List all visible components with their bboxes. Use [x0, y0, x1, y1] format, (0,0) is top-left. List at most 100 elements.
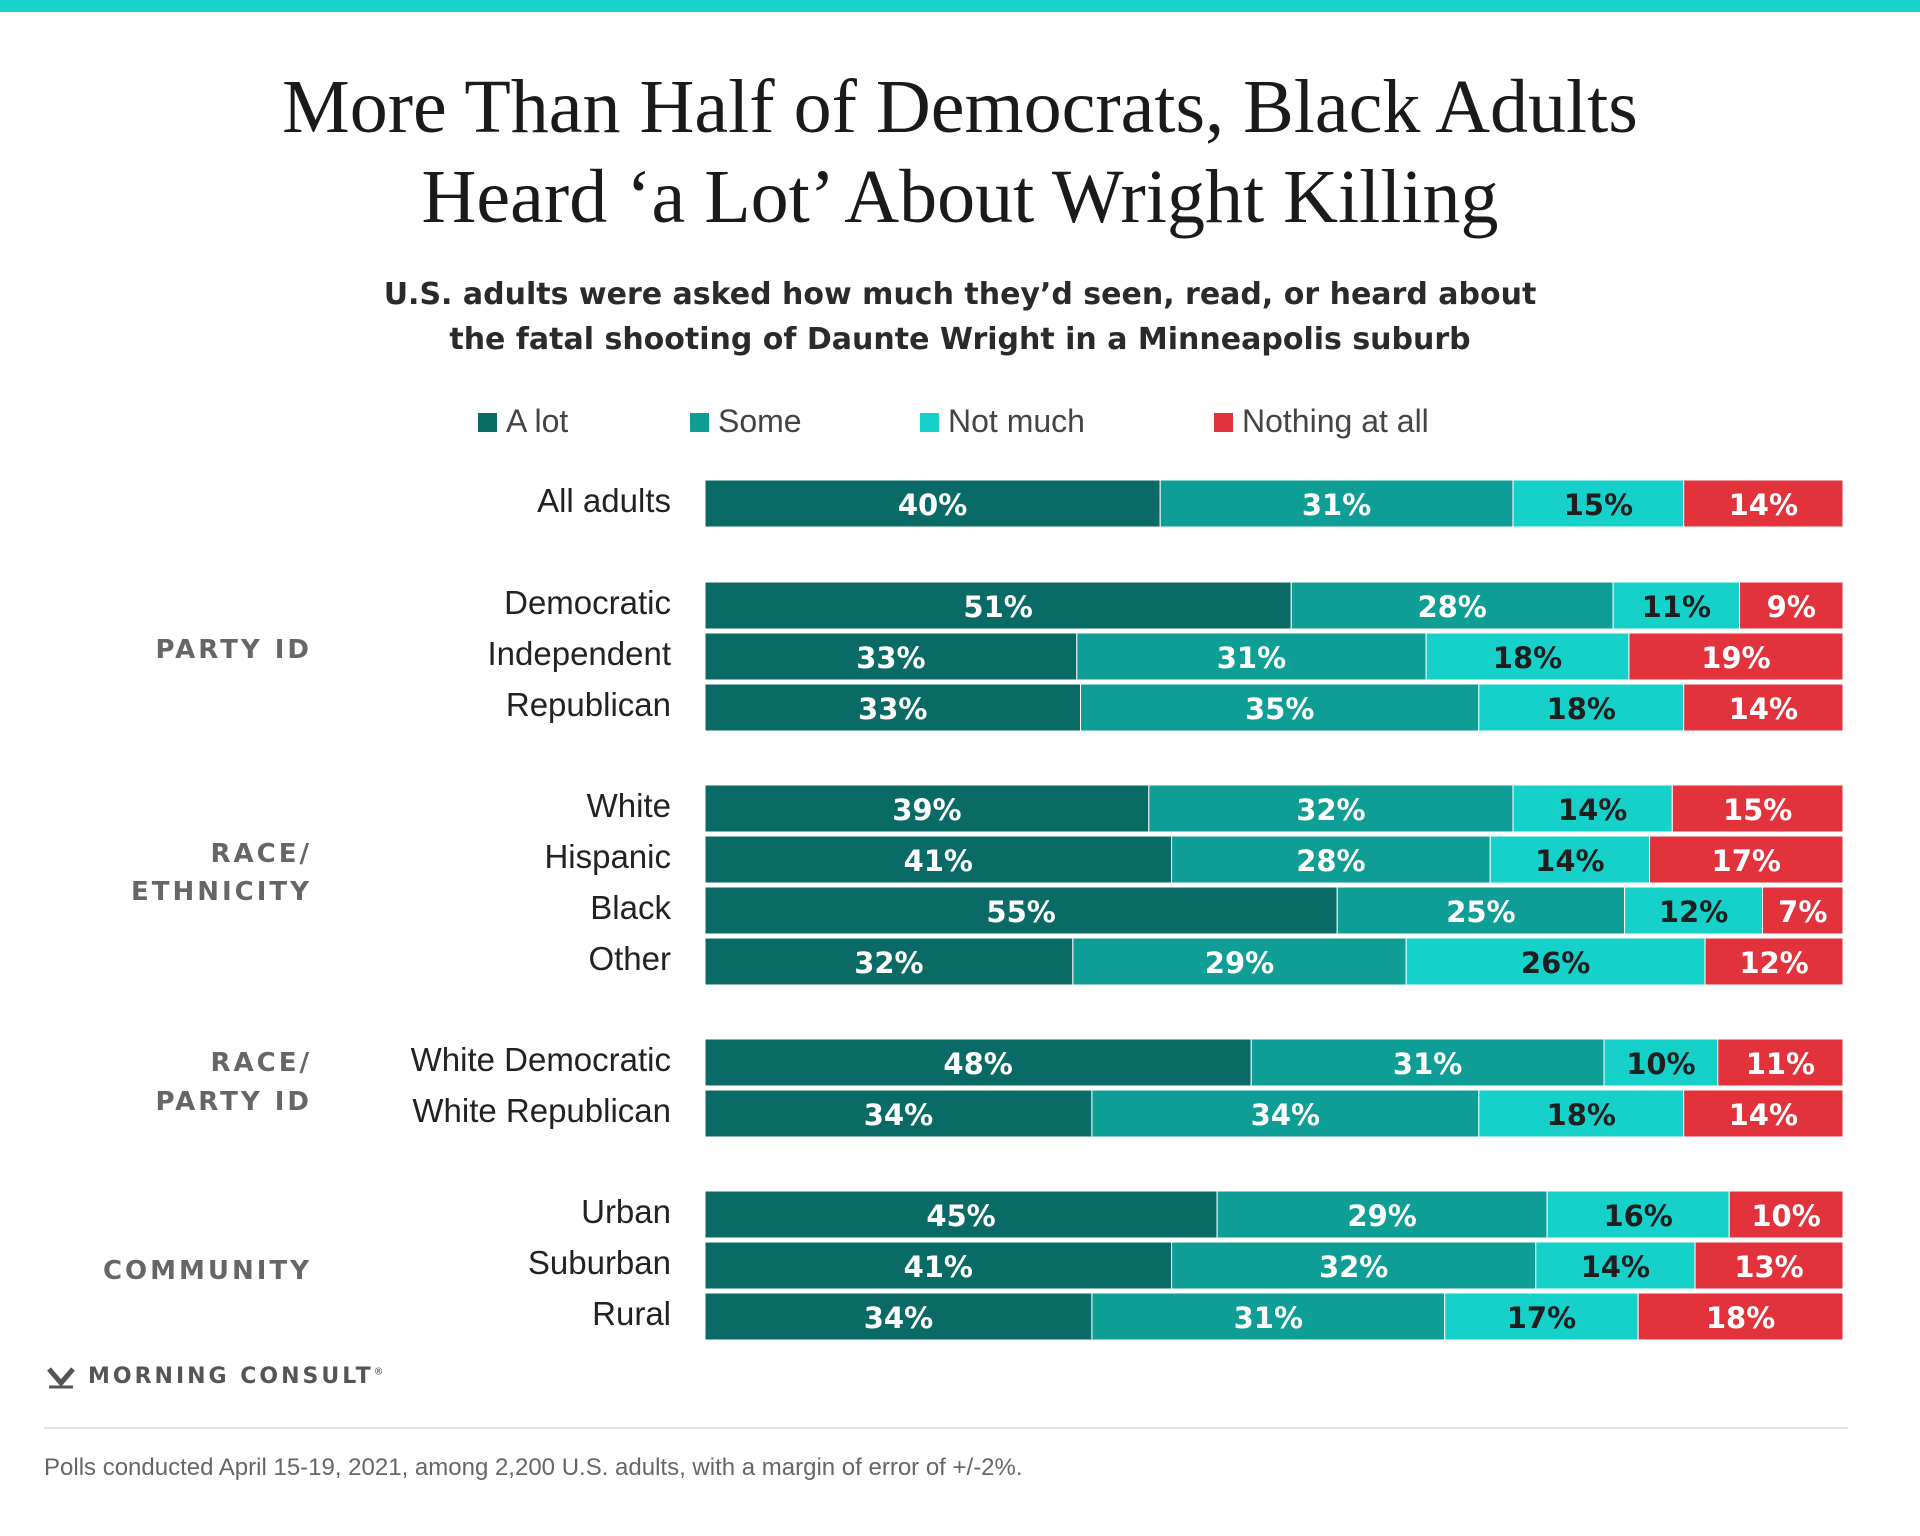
morning-consult-logo: MORNING CONSULT® [46, 1364, 387, 1389]
chart-title: More Than Half of Democrats, Black Adult… [0, 62, 1920, 242]
data-label-hispanic-nothing-at-all: 17% [1712, 844, 1781, 878]
data-label-white-democratic-a-lot: 48% [943, 1047, 1012, 1081]
data-label-urban-a-lot: 45% [926, 1199, 995, 1233]
data-label-black-a-lot: 55% [986, 895, 1055, 929]
bar-segment-black-not-much [1624, 886, 1764, 935]
data-label-white-democratic-some: 31% [1393, 1047, 1462, 1081]
chart-subtitle-line-1: U.S. adults were asked how much they’d s… [383, 277, 1537, 312]
bar-segment-democratic-nothing-at-all [1739, 581, 1844, 630]
data-label-black-some: 25% [1446, 895, 1515, 929]
data-label-democratic-nothing-at-all: 9% [1767, 590, 1816, 624]
chart-subtitle-line-2: the fatal shooting of Daunte Wright in a… [449, 322, 1471, 357]
bar-segment-rural-a-lot [704, 1292, 1093, 1341]
bar-segment-all-adults-nothing-at-all [1683, 479, 1844, 528]
morning-consult-m-logo-icon [47, 1366, 75, 1388]
data-label-independent-not-much: 18% [1493, 641, 1562, 675]
data-label-black-not-much: 12% [1659, 895, 1728, 929]
bar-segment-white-a-lot [704, 784, 1150, 833]
bar-segment-republican-not-much [1478, 683, 1685, 732]
data-label-rural-some: 31% [1234, 1301, 1303, 1335]
stacked-bar-chart: A lot Some Not much Nothing at all All adult… [103, 403, 1844, 1341]
category-label-urban: Urban [581, 1193, 671, 1230]
data-label-republican-some: 35% [1245, 692, 1314, 726]
bar-segment-hispanic-not-much [1489, 835, 1651, 884]
data-label-republican-a-lot: 33% [858, 692, 927, 726]
category-label-suburban: Suburban [528, 1244, 671, 1281]
group-label-community: COMMUNITY [103, 1256, 312, 1286]
category-label-black: Black [590, 889, 671, 926]
data-label-suburban-not-much: 14% [1581, 1250, 1650, 1284]
data-label-hispanic-a-lot: 41% [904, 844, 973, 878]
data-label-all-adults-some: 31% [1302, 488, 1371, 522]
legend-swatch-some [690, 413, 709, 432]
data-label-all-adults-a-lot: 40% [898, 488, 967, 522]
bar-segment-suburban-a-lot [704, 1241, 1173, 1290]
bar-segment-black-nothing-at-all [1762, 886, 1844, 935]
data-label-white-republican-some: 34% [1251, 1098, 1320, 1132]
bar-segment-white-democratic-a-lot [704, 1038, 1252, 1087]
data-label-urban-not-much: 16% [1603, 1199, 1672, 1233]
group-label-race-ethnicity-line-1: RACE/ [211, 839, 312, 869]
brand-name: MORNING CONSULT® [88, 1364, 387, 1389]
category-label-independent: Independent [487, 635, 671, 672]
data-label-independent-nothing-at-all: 19% [1701, 641, 1770, 675]
data-label-white-not-much: 14% [1558, 793, 1627, 827]
bar-segment-white-nothing-at-all [1671, 784, 1844, 833]
data-label-other-a-lot: 32% [854, 946, 923, 980]
bar-segment-hispanic-nothing-at-all [1649, 835, 1844, 884]
data-label-suburban-some: 32% [1319, 1250, 1388, 1284]
legend-swatch-a-lot [478, 413, 497, 432]
bar-segment-rural-not-much [1444, 1292, 1639, 1341]
category-label-other: Other [588, 940, 671, 977]
category-label-white-democratic: White Democratic [411, 1041, 671, 1078]
data-label-suburban-nothing-at-all: 13% [1734, 1250, 1803, 1284]
bar-segment-rural-nothing-at-all [1637, 1292, 1844, 1341]
bar-segment-suburban-some [1171, 1241, 1537, 1290]
bar-segment-suburban-not-much [1535, 1241, 1696, 1290]
data-label-democratic-a-lot: 51% [963, 590, 1032, 624]
bar-segment-rural-some [1091, 1292, 1446, 1341]
bar-segment-urban-nothing-at-all [1728, 1190, 1844, 1239]
data-label-white-democratic-nothing-at-all: 11% [1746, 1047, 1815, 1081]
legend-label-nothing-at-all: Nothing at all [1242, 403, 1429, 439]
bar-segment-independent-a-lot [704, 632, 1078, 681]
data-label-black-nothing-at-all: 7% [1778, 895, 1827, 929]
chart-title-line-2: Heard ‘a Lot’ About Wright Killing [421, 155, 1499, 239]
bar-segment-white-republican-a-lot [704, 1089, 1093, 1138]
category-label-democratic: Democratic [504, 584, 671, 621]
category-label-hispanic: Hispanic [544, 838, 671, 875]
legend-label-not-much: Not much [948, 403, 1085, 439]
data-label-other-not-much: 26% [1521, 946, 1590, 980]
source-note: Polls conducted April 15-19, 2021, among… [44, 1454, 1023, 1481]
data-label-republican-nothing-at-all: 14% [1729, 692, 1798, 726]
data-label-urban-nothing-at-all: 10% [1751, 1199, 1820, 1233]
bar-segment-all-adults-some [1159, 479, 1514, 528]
bar-segment-republican-some [1080, 683, 1480, 732]
legend-swatch-not-much [920, 413, 939, 432]
bar-segment-independent-nothing-at-all [1628, 632, 1844, 681]
bar-segment-white-democratic-nothing-at-all [1717, 1038, 1844, 1087]
bar-segment-republican-nothing-at-all [1683, 683, 1844, 732]
bar-segment-white-democratic-some [1250, 1038, 1605, 1087]
bar-segment-black-a-lot [704, 886, 1338, 935]
bar-segment-independent-not-much [1425, 632, 1630, 681]
group-label-race-ethnicity-line-2: ETHNICITY [131, 877, 312, 907]
data-label-hispanic-some: 28% [1296, 844, 1365, 878]
bar-segment-white-republican-not-much [1478, 1089, 1685, 1138]
data-label-independent-a-lot: 33% [856, 641, 925, 675]
category-label-rural: Rural [592, 1295, 671, 1332]
bar-segment-suburban-nothing-at-all [1694, 1241, 1844, 1290]
category-label-white-republican: White Republican [412, 1092, 671, 1129]
legend-swatch-nothing-at-all [1214, 413, 1233, 432]
category-label-white: White [587, 787, 671, 824]
category-label-republican: Republican [506, 686, 671, 723]
bar-segment-hispanic-a-lot [704, 835, 1173, 884]
category-label-all-adults: All adults [537, 482, 671, 519]
data-label-white-some: 32% [1296, 793, 1365, 827]
data-label-rural-a-lot: 34% [864, 1301, 933, 1335]
legend-label-some: Some [718, 403, 802, 439]
bar-segment-all-adults-not-much [1512, 479, 1685, 528]
bar-segment-urban-some [1216, 1190, 1548, 1239]
data-label-white-nothing-at-all: 15% [1723, 793, 1792, 827]
data-label-rural-not-much: 17% [1507, 1301, 1576, 1335]
